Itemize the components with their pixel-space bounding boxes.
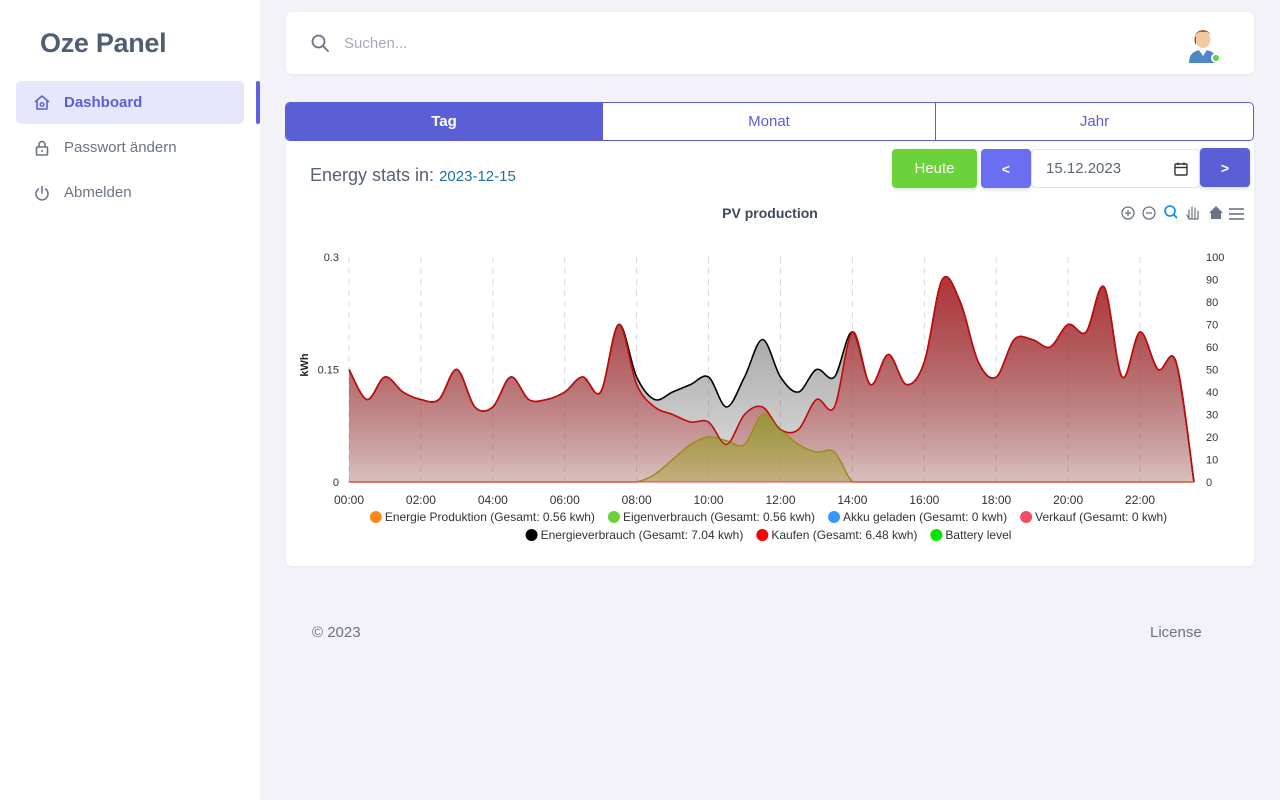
chart-toolbar	[1121, 205, 1244, 220]
legend-item[interactable]: Kaufen (Gesamt: 6.48 kwh)	[756, 528, 917, 542]
calendar-icon[interactable]	[1173, 161, 1189, 181]
chart-series	[348, 276, 1195, 483]
y-tick-label: 0.15	[318, 365, 339, 377]
legend-label: Verkauf (Gesamt: 0 kwh)	[1035, 510, 1167, 524]
x-tick-label: 00:00	[334, 493, 364, 507]
x-tick-label: 10:00	[694, 493, 724, 507]
date-picker-input[interactable]: 15.12.2023	[1031, 149, 1200, 188]
pan-hand-icon[interactable]	[1186, 206, 1199, 220]
legend-label: Energieverbrauch (Gesamt: 7.04 kwh)	[541, 528, 744, 542]
legend-item[interactable]: Battery level	[930, 528, 1011, 542]
y-tick-label: 0.3	[324, 252, 339, 264]
sidebar-item-logout[interactable]: Abmelden	[16, 171, 244, 214]
x-tick-label: 04:00	[478, 493, 508, 507]
legend-marker	[1020, 511, 1033, 523]
tab-month[interactable]: Monat	[602, 103, 935, 140]
legend-marker	[756, 529, 769, 541]
legend-label: Kaufen (Gesamt: 6.48 kwh)	[771, 528, 917, 542]
sidebar-item-label: Abmelden	[64, 184, 132, 201]
legend-item[interactable]: Akku geladen (Gesamt: 0 kwh)	[828, 510, 1007, 524]
legend-item[interactable]: Eigenverbrauch (Gesamt: 0.56 kwh)	[607, 510, 815, 524]
legend-marker	[607, 511, 620, 523]
zoom-out-icon[interactable]	[1142, 206, 1156, 220]
y2-tick-label: 80	[1206, 297, 1218, 309]
pv-production-chart: PV production kWh	[299, 205, 1244, 542]
period-tabs: Tag Monat Jahr	[285, 102, 1254, 141]
x-tick-label: 20:00	[1053, 493, 1083, 507]
footer-license-link[interactable]: License	[1150, 624, 1202, 641]
stats-title: Energy stats in:	[310, 165, 435, 185]
x-tick-label: 16:00	[909, 493, 939, 507]
x-tick-label: 06:00	[550, 493, 580, 507]
tab-day[interactable]: Tag	[286, 103, 602, 140]
power-icon	[32, 183, 52, 203]
home-icon	[32, 93, 52, 113]
x-tick-label: 02:00	[406, 493, 436, 507]
legend-marker	[930, 529, 943, 541]
stats-date: 2023-12-15	[439, 168, 516, 185]
y-tick-label: 0	[333, 477, 339, 489]
legend-marker	[525, 529, 538, 541]
legend-item[interactable]: Energieverbrauch (Gesamt: 7.04 kwh)	[525, 528, 744, 542]
y2-tick-label: 0	[1206, 477, 1212, 489]
search-input[interactable]	[344, 30, 544, 56]
x-tick-label: 08:00	[622, 493, 652, 507]
y2-tick-label: 70	[1206, 320, 1218, 332]
legend-label: Battery level	[945, 528, 1011, 542]
footer-copyright: © 2023	[312, 624, 361, 641]
home-icon[interactable]	[1209, 206, 1223, 219]
legend-item[interactable]: Verkauf (Gesamt: 0 kwh)	[1020, 510, 1167, 524]
sidebar: Oze Panel Dashboard Passwort ändern Abme…	[0, 0, 260, 800]
x-tick-label: 14:00	[837, 493, 867, 507]
active-nav-indicator	[256, 81, 260, 124]
next-day-button[interactable]: >	[1200, 148, 1250, 187]
chart-legend: Energie Produktion (Gesamt: 0.56 kwh) Eig…	[369, 510, 1167, 542]
legend-label: Akku geladen (Gesamt: 0 kwh)	[843, 510, 1007, 524]
previous-day-button[interactable]: <	[981, 149, 1031, 188]
sidebar-item-dashboard[interactable]: Dashboard	[16, 81, 244, 124]
legend-item[interactable]: Energie Produktion (Gesamt: 0.56 kwh)	[369, 510, 595, 524]
date-value: 15.12.2023	[1046, 160, 1122, 177]
top-search-bar	[286, 12, 1254, 74]
sidebar-item-change-password[interactable]: Passwort ändern	[16, 126, 244, 169]
menu-icon[interactable]	[1229, 208, 1244, 220]
zoom-in-icon[interactable]	[1121, 206, 1135, 220]
y2-tick-label: 40	[1206, 387, 1218, 399]
chart-axes: 00:00 02:00 04:00 06:00 08:00 10:00 12:00 14:00…	[318, 252, 1225, 507]
x-tick-label: 22:00	[1125, 493, 1155, 507]
legend-label: Eigenverbrauch (Gesamt: 0.56 kwh)	[623, 510, 815, 524]
legend-marker	[369, 511, 382, 523]
x-tick-label: 12:00	[765, 493, 795, 507]
y2-tick-label: 20	[1206, 432, 1218, 444]
sidebar-item-label: Dashboard	[64, 94, 143, 111]
y2-tick-label: 100	[1206, 252, 1224, 264]
stats-heading: Energy stats in: 2023-12-15	[310, 165, 516, 186]
kaufen-series-overlay	[348, 276, 1195, 483]
energy-stats-card: Energy stats in: 2023-12-15 Heute < 15.1…	[286, 141, 1254, 566]
y2-tick-label: 60	[1206, 342, 1218, 354]
sidebar-item-label: Passwort ändern	[64, 139, 177, 156]
y2-tick-label: 10	[1206, 455, 1218, 467]
lock-icon	[32, 138, 52, 158]
sidebar-nav: Dashboard Passwort ändern Abmelden	[16, 81, 244, 216]
tab-year[interactable]: Jahr	[935, 103, 1253, 140]
today-button[interactable]: Heute	[892, 149, 977, 188]
online-status-dot	[1211, 53, 1221, 63]
chart-title: PV production	[722, 205, 818, 221]
legend-label: Energie Produktion (Gesamt: 0.56 kwh)	[385, 510, 595, 524]
y2-tick-label: 90	[1206, 275, 1218, 287]
brand-title: Oze Panel	[40, 28, 167, 58]
kaufen-series-area	[349, 276, 1194, 482]
x-tick-label: 18:00	[981, 493, 1011, 507]
user-avatar[interactable]	[1186, 23, 1220, 63]
y2-tick-label: 30	[1206, 410, 1218, 422]
search-icon	[310, 33, 330, 58]
energie-produktion-series-area	[349, 414, 1194, 482]
y2-tick-label: 50	[1206, 365, 1218, 377]
y-axis-label: kWh	[299, 353, 311, 377]
magnify-icon[interactable]	[1164, 205, 1178, 219]
legend-marker	[828, 511, 841, 523]
